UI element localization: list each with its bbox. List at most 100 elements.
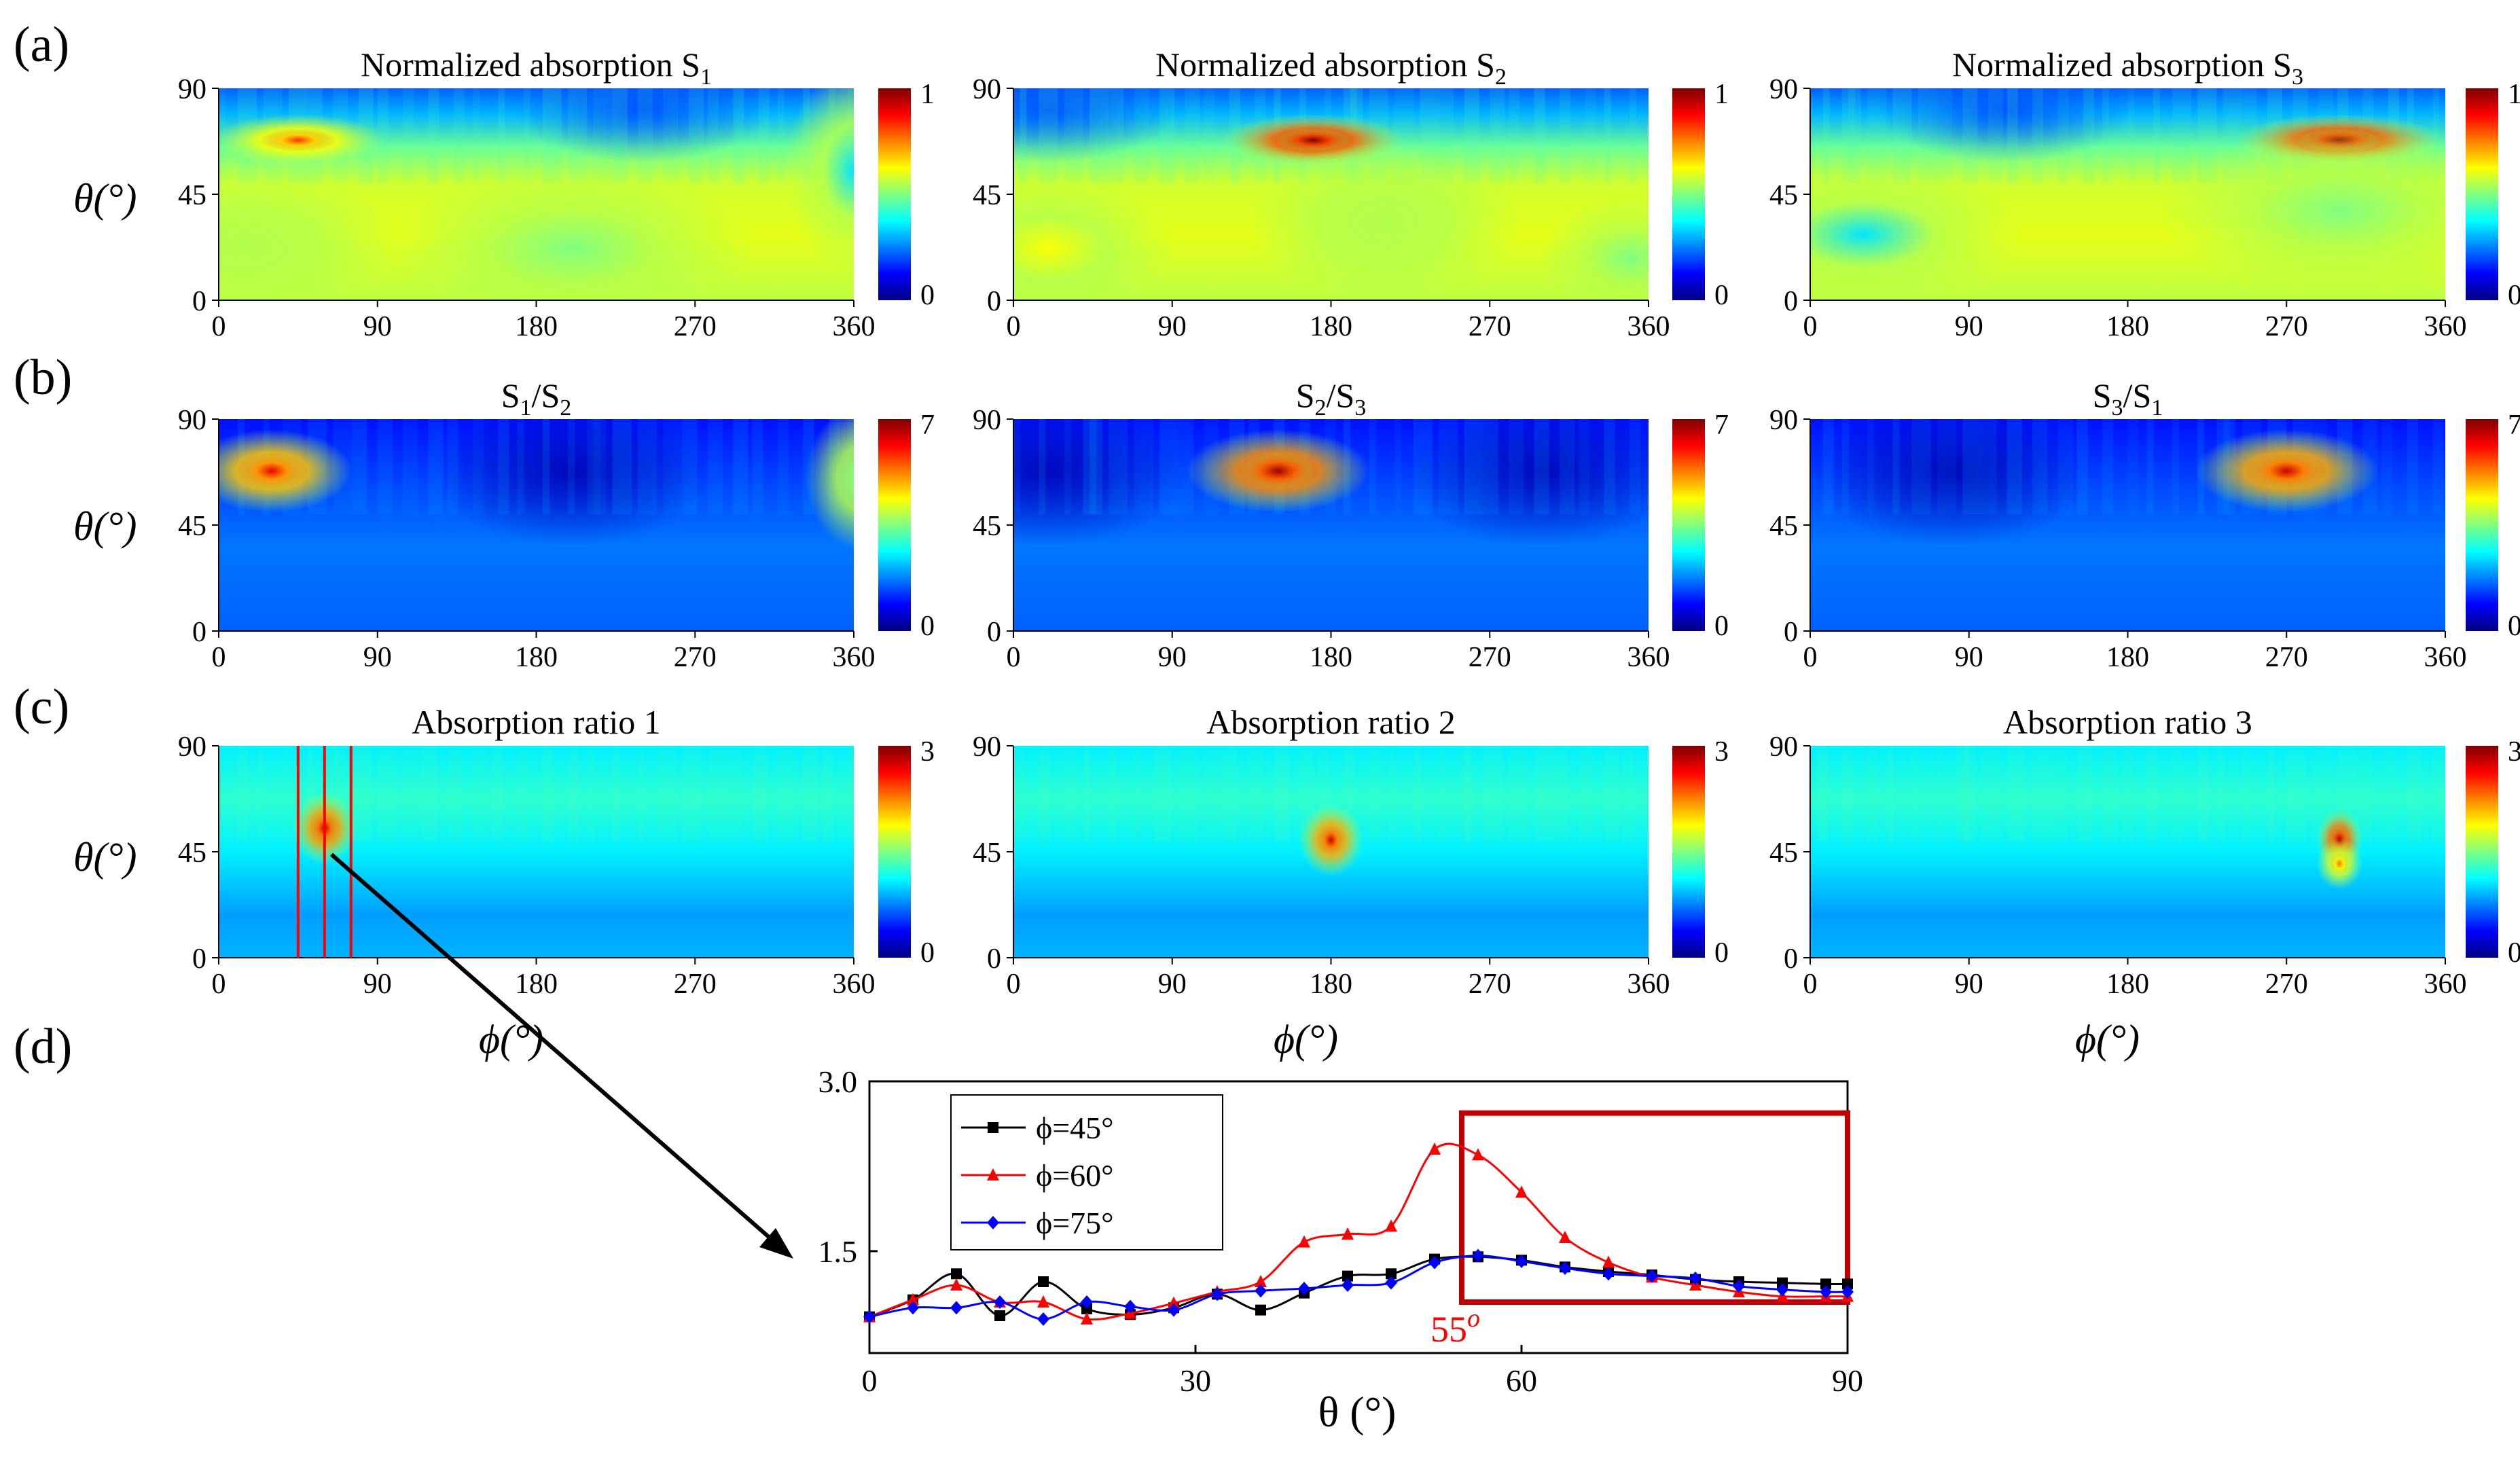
heatmap-hotspot bbox=[1013, 175, 1175, 300]
y-tick-label: 90 bbox=[178, 405, 206, 436]
data-point bbox=[1841, 1285, 1854, 1299]
x-tick-label: 180 bbox=[1310, 642, 1352, 673]
phi-title-col-2: ϕ(°) bbox=[1274, 1017, 1338, 1062]
theta-title-row-a: θ(°) bbox=[73, 176, 137, 221]
legend-label: ϕ=60° bbox=[1036, 1158, 1114, 1193]
phi-title-col-1: ϕ(°) bbox=[479, 1017, 543, 1062]
lc-y-tick: 1.5 bbox=[818, 1234, 858, 1269]
data-point bbox=[987, 1168, 999, 1181]
x-tick-label: 90 bbox=[363, 311, 392, 342]
x-tick-label: 90 bbox=[1158, 969, 1187, 1000]
data-point bbox=[1559, 1261, 1571, 1275]
colorbar-min: 0 bbox=[1714, 280, 1729, 311]
x-tick-label: 360 bbox=[2424, 969, 2467, 1000]
x-tick-label: 180 bbox=[515, 311, 558, 342]
y-tick-label: 45 bbox=[178, 837, 206, 869]
x-tick-label: 360 bbox=[833, 642, 876, 673]
x-tick-label: 0 bbox=[1803, 311, 1818, 342]
x-tick-label: 90 bbox=[1955, 311, 1983, 342]
y-tick-label: 90 bbox=[1769, 74, 1798, 105]
x-tick-label: 270 bbox=[2265, 311, 2308, 342]
x-tick-label: 180 bbox=[1310, 969, 1352, 1000]
y-tick-label: 45 bbox=[973, 837, 1001, 869]
x-tick-label: 360 bbox=[2424, 642, 2467, 673]
colorbar-max: 3 bbox=[2508, 736, 2520, 768]
data-point bbox=[1037, 1312, 1049, 1326]
y-tick-label: 90 bbox=[1769, 732, 1798, 763]
lc-x-tick: 30 bbox=[1180, 1363, 1211, 1398]
heatmap-hotspot bbox=[2156, 128, 2445, 294]
colorbar bbox=[1672, 419, 1705, 631]
legend-item: ϕ=60° bbox=[961, 1158, 1114, 1193]
data-point bbox=[1255, 1275, 1267, 1287]
heatmap-hotspot bbox=[1246, 142, 1522, 300]
lc-x-tick: 60 bbox=[1506, 1363, 1537, 1398]
y-tick-label: 90 bbox=[973, 405, 1001, 436]
panel-label-b: (b) bbox=[14, 350, 72, 406]
legend-item: ϕ=45° bbox=[961, 1111, 1114, 1145]
data-point bbox=[1037, 1295, 1049, 1308]
heatmap-title: Normalized absorption S3 bbox=[1952, 46, 2303, 90]
heatmap-title: S3/S1 bbox=[2093, 376, 2163, 420]
colorbar-min: 0 bbox=[920, 611, 935, 642]
data-point bbox=[1515, 1185, 1528, 1198]
connector-arrow bbox=[330, 852, 793, 1259]
colorbar-max: 7 bbox=[2508, 410, 2520, 441]
data-point bbox=[987, 1216, 999, 1229]
data-point bbox=[1342, 1227, 1354, 1240]
y-tick-label: 0 bbox=[987, 286, 1001, 317]
colorbar bbox=[1672, 88, 1705, 300]
x-tick-label: 270 bbox=[1469, 642, 1511, 673]
data-point bbox=[907, 1301, 919, 1315]
x-tick-label: 0 bbox=[1803, 969, 1818, 1000]
data-point bbox=[1342, 1278, 1354, 1292]
data-point bbox=[1298, 1235, 1310, 1248]
colorbar bbox=[1672, 746, 1705, 958]
heatmap-hotspot bbox=[1539, 196, 1649, 300]
data-point bbox=[1428, 1255, 1441, 1269]
data-point bbox=[1038, 1276, 1049, 1287]
y-tick-label: 90 bbox=[1769, 405, 1798, 436]
x-tick-label: 270 bbox=[674, 969, 717, 1000]
x-tick-label: 270 bbox=[2265, 642, 2308, 673]
x-tick-label: 360 bbox=[1627, 311, 1670, 342]
x-tick-label: 0 bbox=[212, 311, 226, 342]
colorbar-min: 0 bbox=[920, 937, 935, 969]
colorbar-max: 3 bbox=[920, 736, 935, 768]
x-tick-label: 0 bbox=[212, 969, 226, 1000]
heatmap-hotspot bbox=[219, 171, 406, 300]
heatmap-title: Absorption ratio 1 bbox=[412, 703, 661, 741]
x-tick-label: 360 bbox=[833, 969, 876, 1000]
heatmap-title: Normalized absorption S2 bbox=[1155, 46, 1507, 90]
data-point bbox=[988, 1122, 998, 1133]
colorbar-max: 1 bbox=[1714, 79, 1729, 110]
data-point bbox=[1428, 1142, 1441, 1155]
series-3 bbox=[863, 1248, 1854, 1326]
x-tick-label: 0 bbox=[1803, 642, 1818, 673]
colorbar-max: 7 bbox=[1714, 410, 1729, 441]
data-point bbox=[1776, 1282, 1788, 1297]
colorbar-min: 0 bbox=[1714, 937, 1729, 969]
x-tick-label: 90 bbox=[1158, 311, 1187, 342]
data-point bbox=[1385, 1276, 1397, 1290]
colorbar-min: 0 bbox=[2508, 937, 2520, 969]
data-point bbox=[1842, 1278, 1853, 1290]
heatmap-panel-7: 0 90 180 270 360 0 45 90 Absorption ratio 1 3 0 bbox=[178, 703, 935, 1000]
x-tick-label: 0 bbox=[212, 642, 226, 673]
data-point bbox=[1168, 1296, 1180, 1309]
heatmap-hotspot bbox=[785, 88, 854, 274]
data-point bbox=[1386, 1268, 1397, 1280]
legend-label: ϕ=75° bbox=[1036, 1206, 1114, 1240]
lc-x-tick: 90 bbox=[1832, 1363, 1863, 1398]
x-tick-label: 90 bbox=[1158, 642, 1187, 673]
y-tick-label: 0 bbox=[987, 943, 1001, 975]
y-tick-label: 0 bbox=[192, 286, 206, 317]
theta-title-row-b: θ(°) bbox=[73, 504, 137, 549]
x-tick-label: 90 bbox=[363, 642, 392, 673]
heatmap-title: S1/S2 bbox=[501, 376, 572, 420]
data-point bbox=[1385, 1219, 1397, 1232]
data-point bbox=[1820, 1278, 1831, 1290]
colorbar-max: 1 bbox=[2508, 79, 2520, 110]
data-point bbox=[1646, 1269, 1658, 1283]
